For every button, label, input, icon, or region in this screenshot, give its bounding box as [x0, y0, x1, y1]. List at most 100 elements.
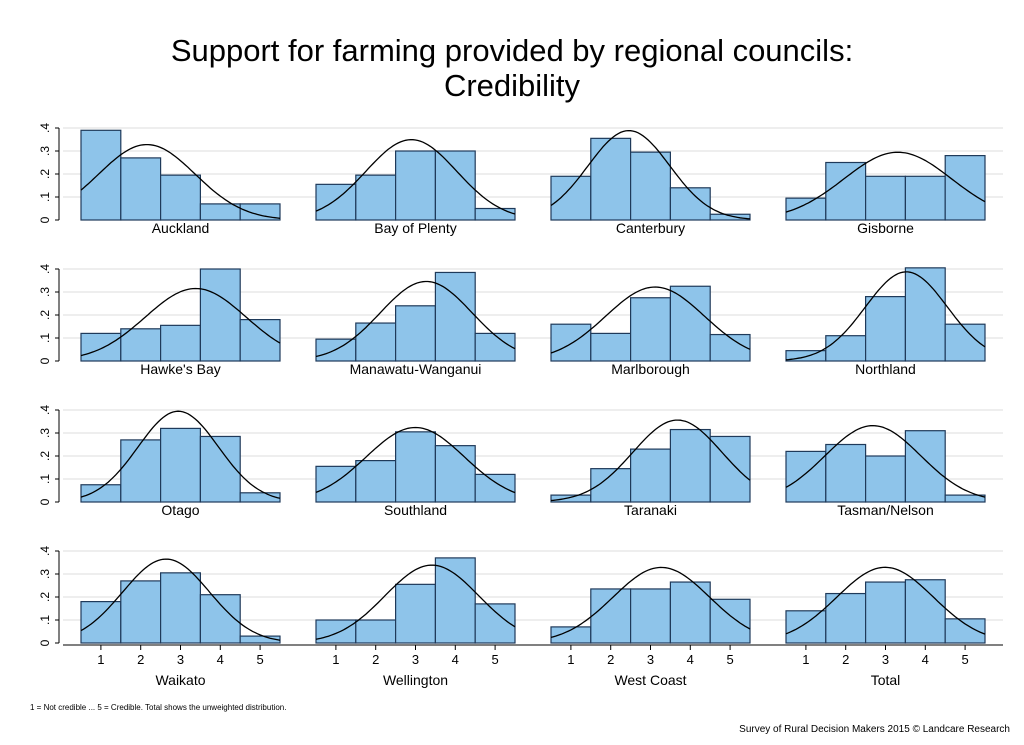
- panel-label: Total: [871, 672, 901, 688]
- credit-line: Survey of Rural Decision Makers 2015 © L…: [739, 724, 1010, 735]
- histogram-bar: [669, 581, 711, 644]
- histogram-bar: [160, 572, 202, 644]
- normal-curve: [785, 424, 986, 498]
- histogram-bar: [825, 443, 867, 503]
- histogram-bar: [434, 271, 476, 362]
- y-tick-label: 0: [38, 357, 52, 364]
- panel-label: Tasman/Nelson: [837, 502, 934, 518]
- histogram-bar: [395, 150, 437, 221]
- histogram-bar: [709, 598, 751, 644]
- histogram-bar: [590, 588, 632, 644]
- panel-label: West Coast: [614, 672, 686, 688]
- histogram-bar: [355, 460, 397, 503]
- normal-curve: [550, 566, 751, 639]
- histogram-bar: [474, 473, 516, 503]
- histogram-bar: [315, 183, 357, 221]
- normal-curve: [785, 151, 986, 213]
- histogram-bar: [199, 268, 241, 362]
- histogram-bar: [590, 137, 632, 221]
- y-tick-label: .4: [38, 123, 52, 133]
- histogram-bar: [864, 455, 906, 503]
- histogram-bar: [904, 267, 946, 362]
- y-tick-label: .2: [38, 169, 52, 179]
- y-tick-label: 0: [38, 498, 52, 505]
- x-tick-label: 3: [412, 652, 419, 667]
- histogram-bar: [80, 129, 122, 221]
- normal-curve: [785, 566, 986, 635]
- histogram-bar: [864, 581, 906, 644]
- panel-label: Hawke's Bay: [140, 361, 220, 377]
- histogram-bar: [355, 174, 397, 221]
- normal-curve: [550, 286, 751, 354]
- histogram-bar: [434, 445, 476, 503]
- histogram-bar: [239, 319, 281, 362]
- histogram-bar: [160, 174, 202, 221]
- x-tick-label: 4: [922, 652, 929, 667]
- histogram-bar: [669, 428, 711, 503]
- histogram-bar: [355, 619, 397, 644]
- x-tick-label: 1: [567, 652, 574, 667]
- histogram-bar: [944, 494, 986, 503]
- histogram-bar: [550, 175, 592, 221]
- panel-label: Southland: [384, 502, 447, 518]
- panel-label: Canterbury: [616, 220, 685, 236]
- histogram-bar: [785, 610, 827, 644]
- histogram-bar: [709, 213, 751, 221]
- histogram-bar: [80, 332, 122, 362]
- histogram-bar: [120, 328, 162, 362]
- y-tick-label: .3: [38, 569, 52, 579]
- histogram-bar: [709, 333, 751, 362]
- normal-curve: [315, 564, 516, 640]
- x-tick-label: 5: [491, 652, 498, 667]
- histogram-bar: [199, 435, 241, 503]
- histogram-bar: [160, 427, 202, 503]
- normal-curve: [315, 280, 516, 358]
- normal-curve: [315, 139, 516, 215]
- y-tick-label: .3: [38, 428, 52, 438]
- normal-curve: [550, 419, 751, 502]
- x-tick-label: 5: [961, 652, 968, 667]
- histogram-bar: [474, 332, 516, 362]
- x-tick-label: 5: [256, 652, 263, 667]
- y-tick-label: .1: [38, 615, 52, 625]
- y-tick-label: 0: [38, 216, 52, 223]
- x-tick-label: 4: [452, 652, 459, 667]
- histogram-bar: [395, 305, 437, 362]
- y-tick-label: .1: [38, 192, 52, 202]
- x-tick-label: 4: [217, 652, 224, 667]
- footnote: 1 = Not credible ... 5 = Credible. Total…: [30, 703, 287, 712]
- histogram-bar: [434, 150, 476, 221]
- histogram-bar: [550, 323, 592, 362]
- chart-subtitle: Credibility: [443, 68, 581, 103]
- x-tick-label: 2: [372, 652, 379, 667]
- normal-curve: [550, 129, 751, 220]
- histogram-bar: [395, 431, 437, 503]
- panel-label: Manawatu-Wanganui: [350, 361, 482, 377]
- normal-curve: [80, 287, 281, 357]
- histogram-bar: [395, 583, 437, 644]
- histogram-bar: [120, 439, 162, 503]
- histogram-bar: [474, 207, 516, 221]
- histogram-bar: [550, 494, 592, 503]
- panel-label: Gisborne: [857, 220, 914, 236]
- normal-curve: [785, 271, 986, 361]
- x-tick-label: 5: [726, 652, 733, 667]
- histogram-bar: [864, 296, 906, 362]
- panel-label: Bay of Plenty: [374, 220, 457, 236]
- panel-label: Northland: [855, 361, 916, 377]
- histogram-bar: [199, 594, 241, 644]
- x-tick-label: 3: [177, 652, 184, 667]
- x-tick-label: 1: [332, 652, 339, 667]
- histogram-bar: [904, 175, 946, 221]
- panel-label: Wellington: [383, 672, 448, 688]
- histogram-bar: [590, 332, 632, 362]
- histogram-bar: [944, 323, 986, 362]
- y-tick-label: .3: [38, 146, 52, 156]
- x-tick-label: 3: [882, 652, 889, 667]
- normal-curve: [80, 143, 281, 219]
- x-tick-label: 4: [687, 652, 694, 667]
- y-tick-label: .4: [38, 264, 52, 274]
- histogram-bar: [825, 161, 867, 221]
- histogram-bar: [80, 600, 122, 644]
- histogram-bar: [904, 430, 946, 503]
